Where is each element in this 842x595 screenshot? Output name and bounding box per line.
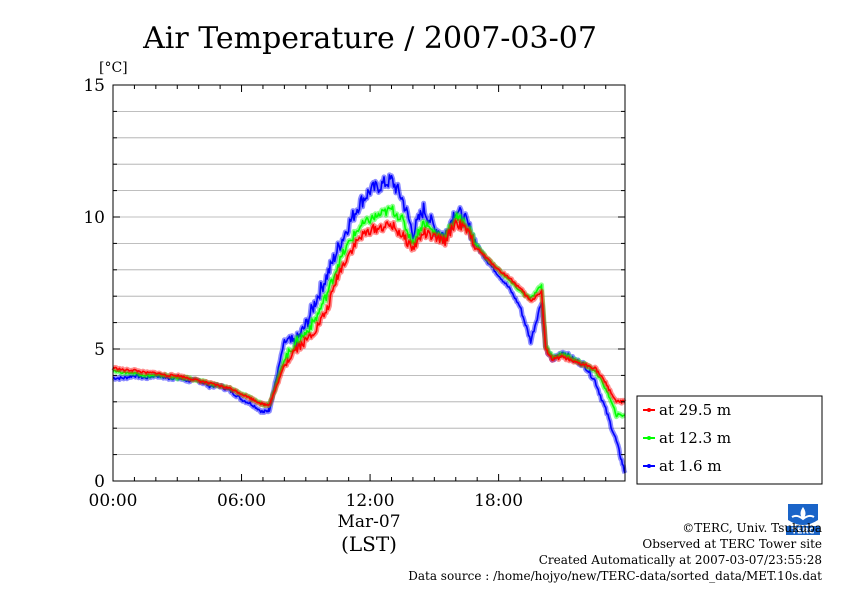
y-tick-label: 15 — [83, 76, 105, 96]
legend-box — [636, 395, 823, 485]
legend-label: at 29.5 m — [659, 401, 731, 419]
legend-label: at 12.3 m — [659, 429, 731, 447]
series-layer — [111, 172, 628, 474]
x-tick-label: 12:00 — [346, 491, 395, 511]
y-tick-label: 5 — [94, 340, 105, 360]
y-tick-label: 10 — [83, 208, 105, 228]
plot-area — [113, 85, 625, 481]
source-text: Data source : /home/hojyo/new/TERC-data/… — [408, 569, 822, 583]
legend-marker — [647, 436, 651, 440]
y-axis-label: [°C] — [99, 60, 128, 76]
terc-logo-icon: TERC — [784, 500, 822, 536]
chart-title: Air Temperature / 2007-03-07 — [142, 21, 597, 56]
series-line — [112, 219, 626, 407]
logo-text: TERC — [792, 527, 815, 536]
x-tick-label: 18:00 — [474, 491, 523, 511]
x-tick-label: 00:00 — [89, 491, 138, 511]
x-date-label: Mar-07 — [337, 512, 400, 532]
y-tick-label: 0 — [94, 472, 105, 492]
legend-marker — [647, 408, 651, 412]
x-tick-label: 06:00 — [217, 491, 266, 511]
legend-label: at 1.6 m — [659, 457, 722, 475]
y-ticks: 0 5 10 15 — [83, 76, 625, 492]
observed-text: Observed at TERC Tower site — [642, 537, 822, 551]
copyright-text: ©TERC, Univ. Tsukuba — [682, 521, 822, 535]
legend: at 29.5 m at 12.3 m at 1.6 m — [636, 395, 823, 485]
created-text: Created Automatically at 2007-03-07/23:5… — [538, 553, 822, 567]
plot-frame — [112, 84, 626, 482]
footer-credits: ©TERC, Univ. Tsukuba Observed at TERC To… — [408, 520, 822, 584]
x-axis-label: (LST) — [341, 532, 397, 556]
plot-background — [113, 85, 625, 481]
legend-marker — [647, 464, 651, 468]
grid-lines — [113, 111, 625, 456]
x-ticks: 00:00 06:00 12:00 18:00 — [89, 85, 607, 511]
